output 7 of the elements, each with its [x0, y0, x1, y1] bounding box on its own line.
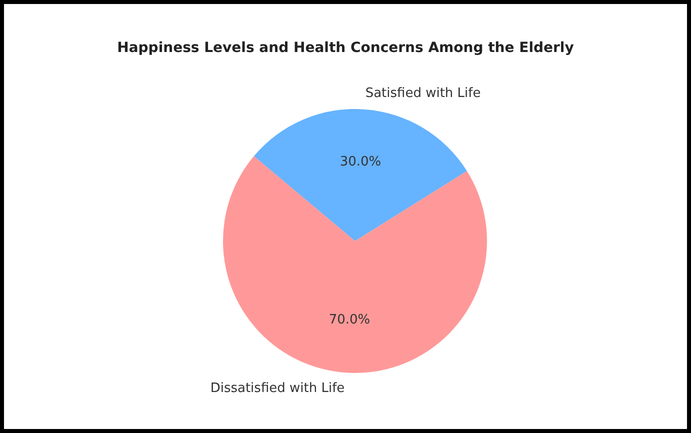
pie-slice: [223, 156, 487, 373]
data-label: 30.0%: [340, 154, 382, 170]
data-label: 70.0%: [328, 312, 370, 328]
chart-title: Happiness Levels and Health Concerns Among the Elderly: [116, 40, 575, 56]
pie-slice: [254, 109, 467, 241]
slice-label: Dissatisfied with Life: [210, 380, 345, 396]
slice-label: Satisfied with Life: [365, 86, 481, 102]
